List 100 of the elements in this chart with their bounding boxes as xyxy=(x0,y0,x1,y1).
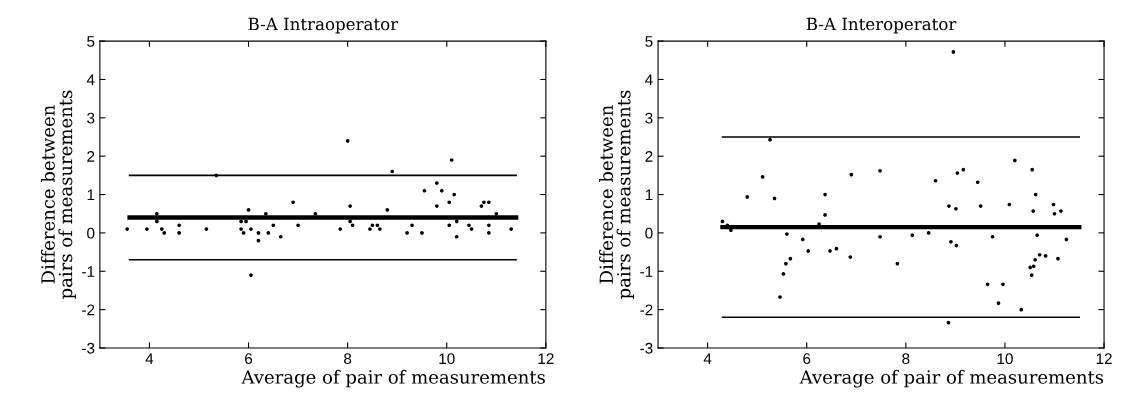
y-tick-label: -3 xyxy=(82,342,95,354)
point xyxy=(244,219,248,224)
y-tick-label: 4 xyxy=(86,74,95,85)
chart-title: B-A Interoperator xyxy=(806,17,957,34)
point xyxy=(778,295,782,299)
point xyxy=(487,231,491,235)
point xyxy=(162,231,167,235)
point xyxy=(878,234,882,239)
y-tick-label: 1 xyxy=(645,189,653,201)
point xyxy=(370,223,375,228)
point xyxy=(449,158,454,162)
point xyxy=(1031,264,1036,269)
chart-title: B-A Intraoperator xyxy=(248,17,399,34)
point xyxy=(420,231,424,235)
point xyxy=(1035,233,1039,238)
x-tick-label: 8 xyxy=(344,353,352,365)
x-tick-label: 4 xyxy=(703,353,712,364)
point xyxy=(806,249,811,253)
point xyxy=(978,204,983,208)
point xyxy=(996,301,1001,305)
y-tick-label: 5 xyxy=(87,36,95,47)
point xyxy=(345,139,350,143)
x-tick-label: 10 xyxy=(997,353,1013,365)
x-tick-label: 6 xyxy=(803,353,811,365)
point xyxy=(447,200,452,205)
point xyxy=(487,200,491,205)
point xyxy=(768,137,772,142)
point xyxy=(350,223,355,228)
point xyxy=(1013,158,1017,163)
point xyxy=(338,227,343,231)
point xyxy=(291,200,295,205)
point xyxy=(452,192,457,197)
point xyxy=(410,223,414,228)
point xyxy=(348,219,352,224)
point xyxy=(385,208,390,212)
point xyxy=(378,227,382,231)
x-tick-label: 10 xyxy=(439,353,455,365)
point xyxy=(947,204,951,208)
point xyxy=(729,228,733,233)
point xyxy=(405,231,409,235)
point xyxy=(239,227,243,231)
point xyxy=(422,188,427,193)
y-tick-label: 1 xyxy=(87,189,95,201)
point xyxy=(954,206,958,211)
point xyxy=(1029,273,1034,277)
point xyxy=(817,222,821,226)
y-tick-label: 3 xyxy=(645,112,653,124)
point xyxy=(479,204,484,208)
x-axis-title: Average of pair of measurements xyxy=(241,369,545,388)
point xyxy=(375,223,380,228)
y-axis-title: Difference between pairs of measurements xyxy=(599,90,635,299)
point xyxy=(800,237,805,242)
point xyxy=(390,169,395,174)
point xyxy=(241,231,246,235)
y-tick-label: 2 xyxy=(645,151,653,162)
point xyxy=(447,223,452,228)
y-tick-label: 2 xyxy=(87,151,95,162)
point xyxy=(296,223,300,228)
y-tick-label: 0 xyxy=(87,227,95,239)
y-tick-label: 0 xyxy=(645,227,653,239)
point xyxy=(1059,209,1063,213)
point xyxy=(1019,307,1024,312)
point xyxy=(1030,167,1035,172)
point xyxy=(249,227,253,231)
y-tick-label: 5 xyxy=(645,36,653,47)
x-tick-label: 4 xyxy=(145,353,154,364)
point xyxy=(1052,211,1057,216)
point xyxy=(439,188,444,193)
point xyxy=(951,50,956,54)
point xyxy=(155,219,159,224)
point xyxy=(145,227,149,231)
point xyxy=(1031,209,1036,213)
point xyxy=(487,223,491,228)
point xyxy=(955,171,960,175)
point xyxy=(159,227,164,231)
y-tick-label: -2 xyxy=(640,304,653,316)
point xyxy=(823,192,827,197)
point xyxy=(961,167,966,172)
point xyxy=(204,227,209,231)
point xyxy=(933,178,938,183)
point xyxy=(434,181,439,185)
point xyxy=(177,223,181,228)
y-tick-label: 3 xyxy=(87,112,95,124)
point xyxy=(985,282,990,287)
y-tick-label: -1 xyxy=(82,266,95,277)
point xyxy=(990,234,995,239)
point xyxy=(784,261,788,266)
point xyxy=(271,223,276,228)
point xyxy=(785,232,789,236)
point xyxy=(1028,265,1033,270)
point xyxy=(177,231,181,235)
x-axis-title: Average of pair of measurements xyxy=(799,369,1104,388)
point xyxy=(348,204,352,208)
point xyxy=(246,208,251,212)
point xyxy=(975,180,980,185)
point xyxy=(878,168,882,173)
point xyxy=(1043,254,1048,258)
x-tick-label: 12 xyxy=(1096,353,1112,364)
point xyxy=(1033,257,1037,262)
point xyxy=(760,175,765,179)
